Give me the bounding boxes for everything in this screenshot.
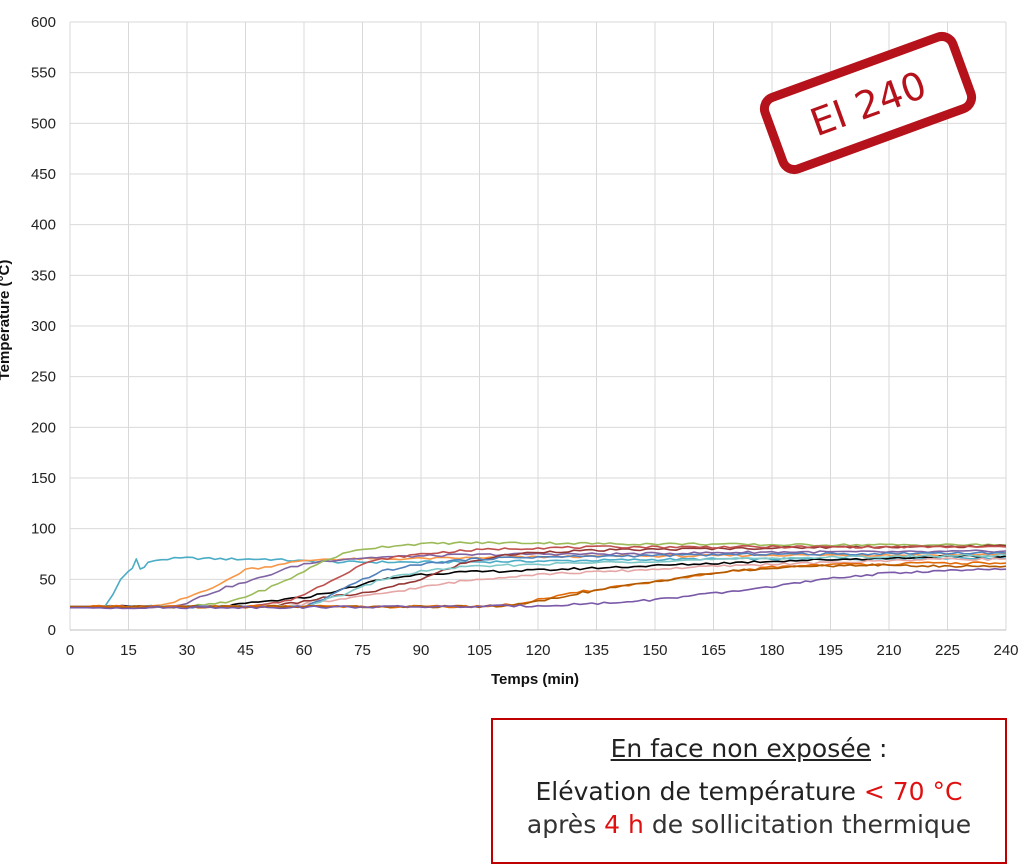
stamp-frame bbox=[759, 31, 977, 175]
y-tick-label: 250 bbox=[31, 369, 56, 386]
x-tick-label: 135 bbox=[584, 642, 609, 659]
x-tick-label: 225 bbox=[935, 642, 960, 659]
y-tick-label: 300 bbox=[31, 318, 56, 335]
y-tick-label: 150 bbox=[31, 470, 56, 487]
note-duration-line: après 4 h de sollicitation thermique bbox=[493, 810, 1005, 839]
note-line2-suffix: de sollicitation thermique bbox=[643, 810, 972, 839]
y-tick-label: 450 bbox=[31, 166, 56, 183]
x-tick-label: 45 bbox=[237, 642, 254, 659]
y-tick-label: 0 bbox=[48, 622, 56, 639]
x-tick-label: 0 bbox=[66, 642, 74, 659]
x-tick-label: 210 bbox=[876, 642, 901, 659]
y-tick-label: 600 bbox=[31, 14, 56, 31]
x-tick-label: 150 bbox=[642, 642, 667, 659]
y-tick-label: 550 bbox=[31, 65, 56, 82]
x-tick-label: 180 bbox=[759, 642, 784, 659]
x-tick-label: 75 bbox=[354, 642, 371, 659]
note-duration-value: 4 h bbox=[604, 810, 644, 839]
chart-tick-labels: 0 15 30 45 60 75 90 105 120 135 150 165 180 195 210 225… bbox=[31, 14, 1018, 659]
y-tick-label: 500 bbox=[31, 115, 56, 132]
y-tick-label: 400 bbox=[31, 217, 56, 234]
y-axis-title: Température (°C) bbox=[0, 260, 13, 381]
y-tick-label: 100 bbox=[31, 521, 56, 538]
x-axis-title: Temps (min) bbox=[491, 671, 579, 688]
series-line bbox=[70, 549, 1007, 609]
note-line1-text: Elévation de température bbox=[535, 777, 864, 806]
x-tick-label: 30 bbox=[179, 642, 196, 659]
x-tick-label: 165 bbox=[701, 642, 726, 659]
x-tick-label: 60 bbox=[296, 642, 313, 659]
note-heading-text: En face non exposée bbox=[610, 734, 872, 763]
x-tick-label: 240 bbox=[993, 642, 1018, 659]
x-tick-label: 105 bbox=[467, 642, 492, 659]
x-tick-label: 195 bbox=[818, 642, 843, 659]
y-tick-label: 50 bbox=[39, 571, 56, 588]
note-temperature-line: Elévation de température < 70 °C bbox=[493, 777, 1005, 806]
note-heading-colon: : bbox=[871, 734, 888, 763]
series-line bbox=[70, 561, 1007, 609]
y-tick-label: 200 bbox=[31, 419, 56, 436]
x-tick-label: 120 bbox=[525, 642, 550, 659]
note-line2-prefix: après bbox=[526, 810, 605, 839]
series-line bbox=[70, 563, 1007, 609]
result-note-box: En face non exposée : Elévation de tempé… bbox=[491, 718, 1007, 864]
series-line bbox=[70, 567, 1007, 610]
x-tick-label: 15 bbox=[120, 642, 137, 659]
note-heading: En face non exposée : bbox=[493, 734, 1005, 763]
x-tick-label: 90 bbox=[413, 642, 430, 659]
ei-240-stamp: EI 240 bbox=[759, 31, 977, 175]
y-tick-label: 350 bbox=[31, 267, 56, 284]
chart-series-group bbox=[70, 541, 1007, 610]
note-temperature-limit: < 70 °C bbox=[863, 777, 963, 806]
